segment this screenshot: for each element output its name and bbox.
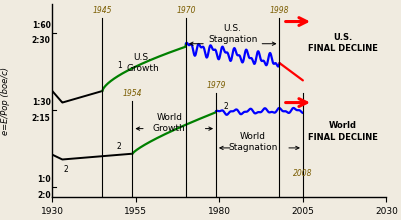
Text: 2: 2 [116, 142, 121, 151]
Text: 2:0: 2:0 [37, 191, 51, 200]
Text: World
Stagnation: World Stagnation [227, 132, 277, 152]
Text: 2: 2 [223, 102, 228, 111]
Text: 1970: 1970 [176, 6, 195, 15]
Text: 1: 1 [116, 61, 121, 70]
Text: 2008: 2008 [292, 169, 312, 178]
Text: 1979: 1979 [206, 81, 225, 90]
Text: 1945: 1945 [92, 6, 112, 15]
Text: U.S.
Stagnation: U.S. Stagnation [207, 24, 257, 44]
Text: U.S.
FINAL DECLINE: U.S. FINAL DECLINE [307, 33, 377, 53]
Text: 2:30: 2:30 [32, 36, 51, 45]
Text: 1:60: 1:60 [32, 21, 51, 30]
Text: 1:0: 1:0 [37, 175, 51, 184]
Text: World
Growth: World Growth [152, 113, 185, 133]
Text: 1998: 1998 [269, 6, 288, 15]
Text: 1:30: 1:30 [32, 98, 51, 107]
Text: U.S.
Growth: U.S. Growth [126, 53, 158, 73]
Text: World
FINAL DECLINE: World FINAL DECLINE [307, 121, 377, 141]
Text: 2:15: 2:15 [32, 114, 51, 123]
Text: e=E/Pop (boe/c): e=E/Pop (boe/c) [1, 67, 10, 135]
Text: 2: 2 [63, 165, 68, 174]
Text: 1954: 1954 [122, 89, 142, 98]
